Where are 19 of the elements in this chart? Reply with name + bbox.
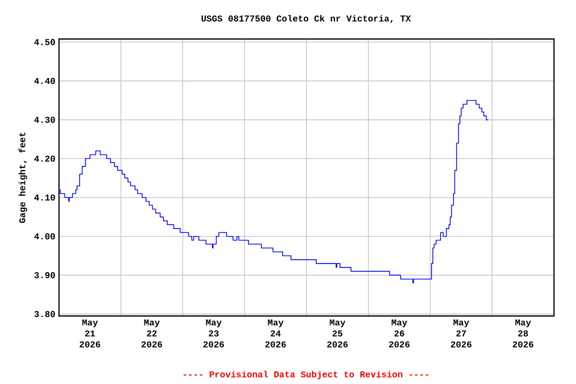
y-tick-label: 4.30	[34, 116, 55, 123]
text: ---- Provisional Data Subject to Revision ----	[184, 370, 428, 380]
x-tick-label: May 22 2026	[142, 320, 162, 348]
x-tick-label: May 24 2026	[265, 320, 286, 348]
x-tick-label: May 27 2026	[450, 320, 472, 348]
y-tick-label: 3.80	[34, 311, 55, 318]
y-tick-label: 4.00	[34, 233, 55, 240]
y-tick-label: 4.50	[34, 39, 55, 46]
x-tick-label: May 25 2026	[327, 320, 348, 348]
x-tick-label: May 26 2026	[389, 320, 410, 348]
chart-title: USGS 08177500 Coleto Ck nr Victoria, TX	[202, 14, 411, 24]
y-tick-label: 4.10	[34, 194, 55, 201]
x-tick-label: May 23 2026	[203, 320, 224, 348]
y-tick-label: 4.20	[34, 156, 55, 162]
y-tick-label: 4.40	[34, 78, 55, 84]
x-tick-label: May 21 2026	[80, 320, 100, 348]
x-tick-label: May 28 2026	[512, 320, 534, 348]
y-axis-title: Gage height, feet	[18, 132, 28, 223]
y-tick-label: 3.90	[34, 272, 55, 278]
